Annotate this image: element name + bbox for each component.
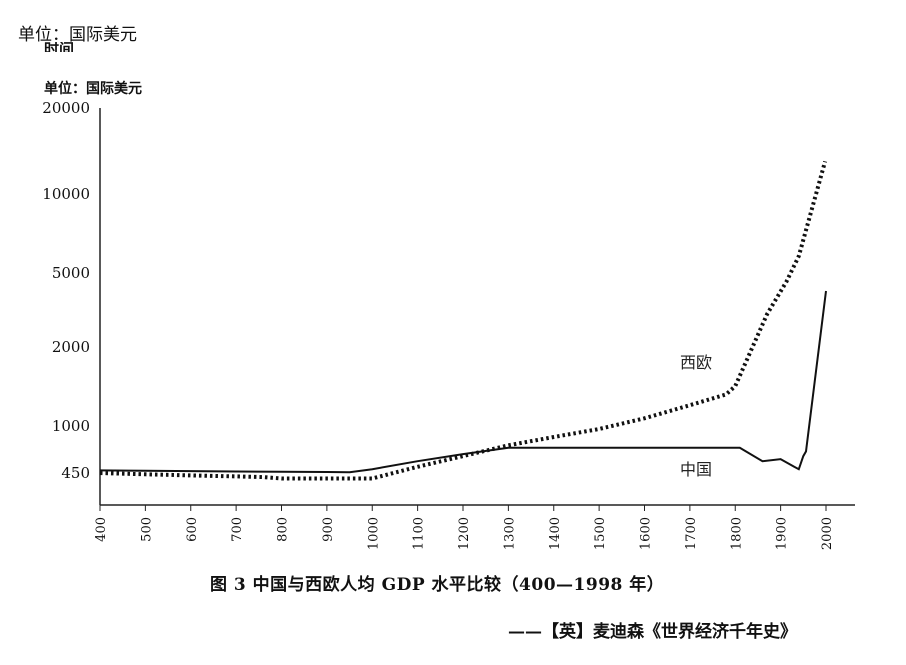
y-tick-label: 20000 <box>42 99 90 117</box>
series-line-xiou <box>99 160 828 481</box>
series-line-zhongguo <box>99 290 827 474</box>
figure-caption: 图 3 中国与西欧人均 GDP 水平比较（400—1998 年） <box>210 575 665 595</box>
x-tick-label: 1500 <box>593 517 608 550</box>
unit-label-inner: 单位：国际美元 <box>44 81 142 97</box>
x-tick-label: 500 <box>139 517 154 542</box>
x-tick-label: 1900 <box>775 517 790 550</box>
x-tick-label: 1700 <box>684 517 699 550</box>
y-tick-label: 10000 <box>42 185 90 203</box>
y-tick-label: 1000 <box>52 417 90 435</box>
x-tick-label: 600 <box>185 517 200 542</box>
y-tick-label: 5000 <box>52 264 90 282</box>
unit-label-top: 单位：国际美元 <box>18 25 137 45</box>
tick-group: 400 500 600 700 800 900 1000 1100 1200 1300 1400 15… <box>42 99 835 550</box>
x-tick-label: 1100 <box>412 517 427 550</box>
series-group <box>99 160 828 481</box>
x-tick-label: 1000 <box>366 517 381 550</box>
y-tick-label: 2000 <box>52 338 90 356</box>
figure-source: ——【英】麦迪森《世界经济千年史》 <box>508 622 797 642</box>
x-tick-label: 400 <box>94 517 109 542</box>
x-tick-label: 900 <box>321 517 336 542</box>
y-tick-label: 450 <box>61 464 90 482</box>
series-label-xiou: 西欧 <box>680 353 712 372</box>
axes <box>99 108 855 506</box>
x-tick-label: 1800 <box>729 517 744 550</box>
x-tick-label: 1600 <box>639 517 654 550</box>
x-tick-label: 1400 <box>548 517 563 550</box>
series-label-zhongguo: 中国 <box>680 460 712 479</box>
clipped-heading: 时间 <box>44 42 75 52</box>
x-tick-label: 1300 <box>502 517 517 550</box>
x-tick-label: 700 <box>230 517 245 542</box>
x-tick-label: 800 <box>276 517 291 542</box>
x-tick-label: 1200 <box>457 517 472 550</box>
x-tick-label: 2000 <box>820 517 835 550</box>
